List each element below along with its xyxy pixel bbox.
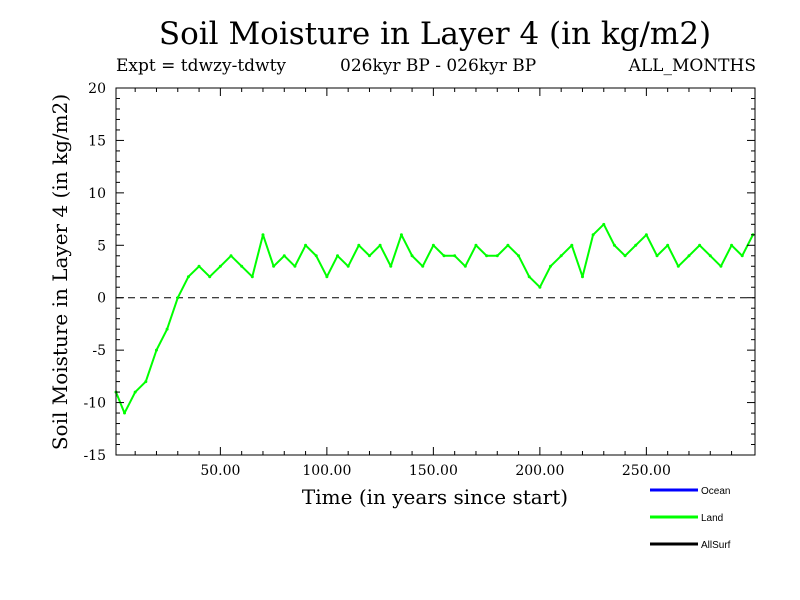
data-point bbox=[453, 254, 457, 258]
data-point bbox=[272, 264, 276, 268]
data-point bbox=[208, 275, 212, 279]
experiment-label: Expt = tdwzy-tdwty bbox=[116, 56, 287, 76]
data-point bbox=[325, 275, 329, 279]
data-point bbox=[282, 254, 286, 258]
data-point bbox=[389, 264, 393, 268]
legend-label-ocean: Ocean bbox=[701, 486, 730, 497]
data-point bbox=[687, 254, 691, 258]
data-point bbox=[378, 243, 382, 247]
y-tick-label: -10 bbox=[83, 396, 106, 412]
data-point bbox=[250, 275, 254, 279]
data-point bbox=[410, 254, 414, 258]
data-point bbox=[399, 233, 403, 237]
data-point bbox=[229, 254, 233, 258]
data-point bbox=[197, 264, 201, 268]
data-point bbox=[346, 264, 350, 268]
data-point bbox=[144, 380, 148, 384]
data-point bbox=[666, 243, 670, 247]
data-point bbox=[474, 243, 478, 247]
data-point bbox=[538, 285, 542, 289]
data-point bbox=[559, 254, 563, 258]
data-point bbox=[336, 254, 340, 258]
data-point bbox=[676, 264, 680, 268]
data-point bbox=[612, 243, 616, 247]
data-point bbox=[367, 254, 371, 258]
y-tick-label: 20 bbox=[88, 81, 106, 97]
data-point bbox=[517, 254, 521, 258]
data-point bbox=[293, 264, 297, 268]
data-point bbox=[708, 254, 712, 258]
months-label: ALL_MONTHS bbox=[628, 56, 756, 76]
data-point bbox=[176, 296, 180, 300]
x-axis-label: Time (in years since start) bbox=[301, 485, 569, 509]
y-tick-label: 15 bbox=[88, 133, 106, 149]
data-point bbox=[655, 254, 659, 258]
data-point bbox=[644, 233, 648, 237]
y-tick-label: 10 bbox=[88, 186, 106, 202]
y-tick-label: 0 bbox=[97, 291, 106, 307]
data-point bbox=[314, 254, 318, 258]
axes: 50.00 100.00 150.00 200.00 250.00 -15 -10 -5 0 5 1… bbox=[83, 81, 756, 479]
plot-frame bbox=[115, 87, 756, 456]
data-point bbox=[240, 264, 244, 268]
data-point bbox=[218, 264, 222, 268]
legend: Ocean Land AllSurf bbox=[650, 486, 731, 551]
x-tick-label: 100.00 bbox=[302, 463, 351, 479]
data-point bbox=[357, 243, 361, 247]
plot-area bbox=[114, 222, 755, 415]
data-point bbox=[549, 264, 553, 268]
data-point bbox=[591, 233, 595, 237]
data-point bbox=[485, 254, 489, 258]
data-point bbox=[580, 275, 584, 279]
data-point bbox=[730, 243, 734, 247]
data-point bbox=[740, 254, 744, 258]
x-tick-label: 250.00 bbox=[622, 463, 671, 479]
data-point bbox=[623, 254, 627, 258]
data-point bbox=[165, 327, 169, 331]
series-line-land bbox=[115, 223, 754, 415]
chart-title: Soil Moisture in Layer 4 (in kg/m2) bbox=[158, 16, 712, 52]
data-point bbox=[431, 243, 435, 247]
data-point bbox=[123, 411, 127, 415]
x-tick-label: 200.00 bbox=[515, 463, 564, 479]
period-label: 026kyr BP - 026kyr BP bbox=[340, 56, 537, 76]
data-point bbox=[154, 348, 158, 352]
data-point bbox=[463, 264, 467, 268]
legend-label-allsurf: AllSurf bbox=[701, 540, 731, 551]
data-point bbox=[698, 243, 702, 247]
data-point bbox=[719, 264, 723, 268]
y-tick-label: -5 bbox=[92, 343, 106, 359]
data-point bbox=[133, 390, 137, 394]
data-point bbox=[304, 243, 308, 247]
data-point bbox=[602, 222, 606, 226]
data-point bbox=[506, 243, 510, 247]
y-tick-label: 5 bbox=[97, 238, 106, 254]
data-point bbox=[634, 243, 638, 247]
data-point bbox=[261, 233, 265, 237]
legend-label-land: Land bbox=[701, 513, 723, 524]
data-point bbox=[570, 243, 574, 247]
y-tick-label: -15 bbox=[83, 448, 106, 464]
x-tick-label: 150.00 bbox=[409, 463, 458, 479]
data-point bbox=[421, 264, 425, 268]
data-point bbox=[527, 275, 531, 279]
data-point bbox=[186, 275, 190, 279]
data-point bbox=[495, 254, 499, 258]
data-point bbox=[442, 254, 446, 258]
x-tick-label: 50.00 bbox=[200, 463, 240, 479]
